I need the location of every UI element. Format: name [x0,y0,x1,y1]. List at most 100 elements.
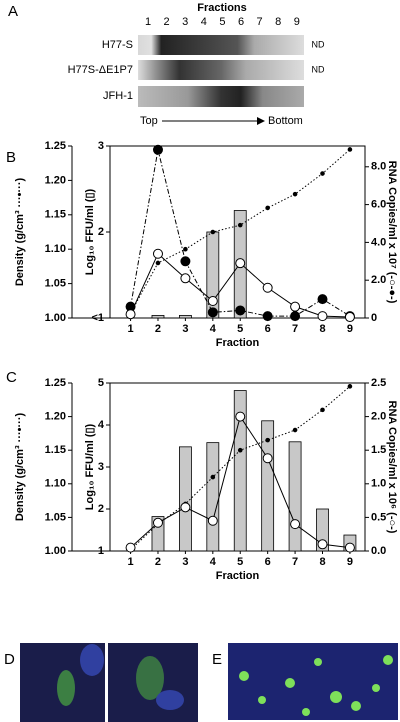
stain [239,671,249,681]
stain-group [239,655,393,716]
marker [152,248,163,259]
y-tick-label: 1.10 [45,478,66,490]
x-tick-label: 8 [319,556,325,568]
lane-note: ND [312,64,325,74]
x-tick-label: 9 [347,323,353,335]
y3-axis-label: Log₁₀ FFU/ml (▯) [84,423,96,510]
marker [320,171,325,176]
marker [317,294,328,305]
marker [207,515,218,526]
x-tick-label: 6 [265,323,271,335]
bottom-label: Bottom [268,115,303,127]
marker [265,437,270,443]
y-tick-label: 2.5 [371,377,386,389]
marker [183,246,188,252]
fraction-label: 2 [164,16,170,28]
stain [285,678,295,688]
bar [288,441,302,552]
x-tick-label: 7 [292,556,298,568]
y-tick-label: 0 [371,312,377,324]
fraction-label: 4 [201,16,207,28]
x-tick-label: 2 [155,556,161,568]
panel-e: E [212,643,398,720]
marker [292,191,298,197]
marker [125,542,136,553]
y-tick-label: 8.0 [371,161,386,173]
stain [372,684,380,692]
y-tick-label: <1 [91,312,104,324]
stain [302,708,310,716]
panel-a: A Fractions Top Bottom [8,2,304,127]
marker [262,453,273,464]
marker [207,295,218,306]
marker [235,411,246,422]
lane-label: H77-S [102,39,133,51]
stain [258,696,266,704]
panel-label: D [4,651,15,668]
chart: B 1.00 1.05 1.10 1.15 1.20 1.25 <1 2 3 0 2.0 4.0 6.0 8… [6,140,398,349]
chart: C 1.00 1.05 1.10 1.15 1.20 1.25 1 2 3 4 5 0.0 0.5 1.0 1… [6,369,398,582]
x-tick-label: 2 [155,323,161,335]
marker [235,305,246,316]
y-tick-label: 1 [98,545,104,557]
x-tick-label: 7 [292,323,298,335]
y2-axis-label: RNA Copies/ml x 10⁶ (-○-) [386,401,398,534]
y-tick-label: 6.0 [371,198,386,210]
marker [180,256,191,267]
line [130,149,351,314]
fraction-label: 3 [182,16,188,28]
lane-label: JFH-1 [103,90,133,102]
x-axis-label: Fraction [216,570,260,582]
y-tick-label: 1.25 [45,377,66,389]
x-tick-label: 4 [210,323,217,335]
stain [57,670,75,706]
fractions-title: Fractions [197,2,247,14]
y-tick-label: 1.20 [45,411,66,423]
bar [151,315,165,319]
bar [179,446,192,552]
fraction-label: 6 [238,16,244,28]
marker [155,260,161,266]
y-tick-label: 1.00 [45,545,66,557]
y-tick-label: 1.25 [45,140,66,152]
marker [210,474,216,480]
marker [290,311,301,322]
marker [317,539,328,550]
marker [180,502,191,513]
y-tick-label: 1.20 [45,174,66,186]
y-tick-label: 1.0 [371,478,386,490]
x-axis-label: Fraction [216,337,260,349]
marker [262,282,273,293]
panel-label: E [212,651,222,668]
x-tick-label: 5 [237,556,243,568]
y-tick-label: 2.0 [371,411,386,423]
panel-label: B [6,149,16,166]
y-tick-label: 1.05 [45,278,66,290]
lane-note: ND [312,39,325,49]
fraction-label: 9 [294,16,300,28]
y-tick-label: 5 [98,377,104,389]
marker [317,311,328,322]
nucleus [80,644,104,676]
marker [207,307,218,318]
marker [290,301,301,312]
stain [314,658,322,666]
marker [210,229,216,235]
y2-axis-label: RNA Copies/ml x 10⁷ (-○-●-) [386,161,398,304]
micrograph [228,643,398,720]
fraction-label: 1 [145,16,151,28]
panel-label: A [8,3,18,20]
marker [320,407,325,413]
y-tick-label: 2 [98,226,104,238]
fraction-label: 5 [219,16,225,28]
stain [383,655,393,665]
y-tick-label: 1.15 [45,444,66,456]
x-tick-label: 9 [347,556,353,568]
x-tick-label: 1 [128,556,134,568]
y-tick-label: 1.10 [45,243,66,255]
bar [206,442,220,552]
stain [351,701,361,711]
y-tick-label: 1.5 [371,444,386,456]
gel-lane [138,35,304,55]
y-tick-label: 0.0 [371,545,386,557]
